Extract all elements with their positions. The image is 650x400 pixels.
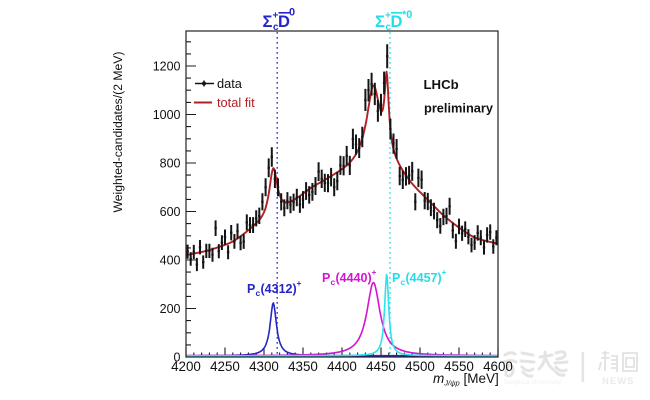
svg-text:4250: 4250 — [210, 359, 240, 374]
svg-text:Tsinghua University: Tsinghua University — [503, 379, 562, 386]
svg-text:LHCb: LHCb — [424, 77, 459, 92]
svg-text:4500: 4500 — [405, 359, 435, 374]
svg-text:Pc(4457)+: Pc(4457)+ — [392, 267, 447, 287]
svg-text:Pc(4312)+: Pc(4312)+ — [247, 278, 302, 298]
svg-text:4200: 4200 — [171, 359, 201, 374]
svg-text:4450: 4450 — [366, 359, 396, 374]
svg-text:200: 200 — [160, 302, 181, 316]
svg-text:800: 800 — [160, 156, 181, 170]
svg-text:1000: 1000 — [153, 108, 181, 122]
svg-text:Weighted-candidates/(2 MeV): Weighted-candidates/(2 MeV) — [111, 51, 125, 212]
svg-text:Σ+cD0: Σ+ cD0 — [263, 7, 296, 34]
svg-text:Σ+cD*0: Σ+ cD*0 — [375, 9, 412, 33]
svg-text:data: data — [217, 76, 243, 91]
svg-text:600: 600 — [160, 205, 181, 219]
svg-text:NEWS: NEWS — [602, 376, 635, 387]
svg-text:4350: 4350 — [288, 359, 318, 374]
svg-text:4400: 4400 — [327, 359, 357, 374]
svg-text:preliminary: preliminary — [424, 101, 494, 116]
svg-text:Pc(4440)+: Pc(4440)+ — [322, 267, 377, 287]
svg-text:4300: 4300 — [249, 359, 279, 374]
svg-text:mJ/ψp [MeV]: mJ/ψp [MeV] — [433, 371, 499, 388]
svg-text:1200: 1200 — [153, 59, 181, 73]
svg-text:0: 0 — [174, 350, 181, 364]
svg-text:4600: 4600 — [483, 359, 513, 374]
svg-text:400: 400 — [160, 253, 181, 267]
svg-text:total fit: total fit — [217, 95, 255, 110]
svg-text:4550: 4550 — [444, 359, 474, 374]
